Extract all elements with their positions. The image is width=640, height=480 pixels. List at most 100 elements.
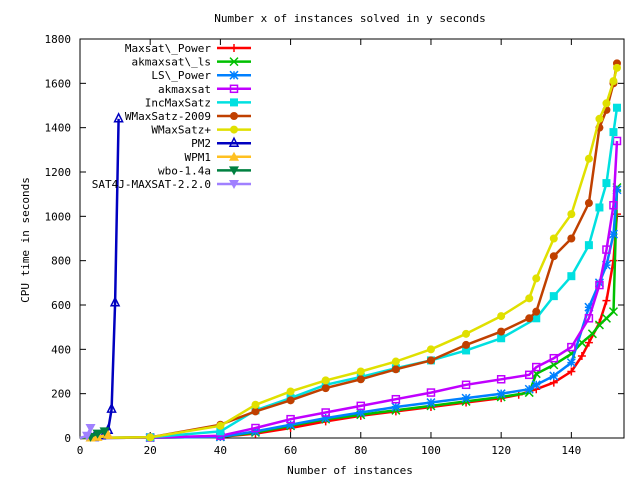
y-tick-label: 0 xyxy=(64,432,71,445)
data-point xyxy=(567,272,576,281)
legend-marker xyxy=(229,180,239,189)
data-point xyxy=(602,99,611,108)
data-point xyxy=(531,380,541,390)
data-point xyxy=(356,367,365,376)
data-point xyxy=(608,229,619,239)
data-point xyxy=(496,389,506,399)
data-point xyxy=(549,252,558,261)
legend-marker xyxy=(230,125,238,134)
data-point xyxy=(549,292,558,301)
legend-label: WMaxSatz-2009 xyxy=(125,110,211,123)
x-tick-label: 80 xyxy=(354,444,367,457)
data-point xyxy=(595,280,604,290)
y-tick-label: 400 xyxy=(51,343,71,356)
x-tick-label: 40 xyxy=(214,444,227,457)
data-point xyxy=(356,401,366,411)
data-point xyxy=(426,388,436,397)
data-point xyxy=(566,358,576,368)
x-tick-label: 100 xyxy=(421,444,441,457)
data-point xyxy=(356,375,365,384)
data-point xyxy=(608,307,619,317)
series-line xyxy=(79,118,120,440)
x-tick-label: 60 xyxy=(284,444,297,457)
data-point xyxy=(549,371,559,381)
plot-frame xyxy=(79,38,625,439)
x-tick-label: 120 xyxy=(491,444,511,457)
legend-marker xyxy=(230,112,238,120)
data-point xyxy=(524,370,534,380)
series-6 xyxy=(79,63,621,442)
legend-label: PM2 xyxy=(191,137,211,150)
data-point xyxy=(601,260,611,270)
data-point xyxy=(146,433,155,442)
data-point xyxy=(577,351,586,360)
data-point xyxy=(549,353,559,363)
data-point xyxy=(356,407,366,418)
data-point xyxy=(391,394,401,404)
data-point xyxy=(609,77,618,86)
x-tick-label: 140 xyxy=(561,444,581,457)
data-point xyxy=(612,103,621,112)
data-point xyxy=(601,313,611,323)
legend-marker xyxy=(230,44,238,52)
plot-area xyxy=(79,59,622,443)
data-point xyxy=(286,387,295,396)
data-point xyxy=(612,185,622,195)
legend-marker xyxy=(229,70,239,80)
data-point xyxy=(106,402,117,413)
data-point xyxy=(286,396,295,405)
data-point xyxy=(426,398,436,408)
data-point xyxy=(612,63,621,72)
y-tick-label: 1200 xyxy=(45,166,72,179)
legend-marker xyxy=(228,136,240,147)
data-point xyxy=(462,346,471,355)
data-point xyxy=(82,431,93,441)
data-point xyxy=(85,424,96,434)
data-point xyxy=(524,384,534,394)
data-point xyxy=(584,199,593,208)
data-point xyxy=(286,420,296,430)
y-tick-label: 800 xyxy=(51,255,71,268)
data-point xyxy=(216,421,225,430)
data-point xyxy=(321,413,331,423)
y-axis-label: CPU time in seconds xyxy=(19,177,32,303)
legend-marker xyxy=(229,166,239,176)
data-point xyxy=(103,429,114,439)
data-point xyxy=(567,234,576,243)
axes: 0 200 400 600 800 1000 1200 1400 1600 1800 0 20 40 60… xyxy=(45,33,625,457)
data-point xyxy=(251,407,260,416)
y-tick-label: 1400 xyxy=(45,122,72,135)
data-point xyxy=(92,429,103,439)
legend-label: WPM1 xyxy=(185,151,212,164)
x-tick-label: 0 xyxy=(77,444,84,457)
x-axis-label: Number of instances xyxy=(287,464,413,477)
data-point xyxy=(602,179,611,188)
legend-label: SAT4J-MAXSAT-2.2.0 xyxy=(92,178,211,191)
series-line xyxy=(79,67,619,440)
data-point xyxy=(497,334,506,343)
x-tick-label: 20 xyxy=(144,444,157,457)
data-point xyxy=(609,256,618,265)
data-point xyxy=(461,393,471,403)
data-point xyxy=(99,427,110,437)
data-point xyxy=(391,365,400,374)
data-point xyxy=(497,327,506,336)
data-point xyxy=(584,302,594,312)
data-point xyxy=(462,340,471,349)
data-point xyxy=(251,400,260,409)
data-point xyxy=(602,245,611,254)
data-point xyxy=(109,296,121,307)
data-point xyxy=(584,241,593,250)
data-point xyxy=(532,314,541,323)
y-tick-label: 1600 xyxy=(45,77,72,90)
series-7 xyxy=(79,112,124,442)
legend-label: akmaxsat\_ls xyxy=(132,56,211,69)
data-point xyxy=(321,408,330,417)
data-point xyxy=(525,294,534,303)
data-point xyxy=(321,384,330,393)
data-point xyxy=(216,427,225,436)
y-tick-label: 200 xyxy=(51,388,71,401)
data-point xyxy=(584,314,594,323)
data-point xyxy=(594,320,604,330)
